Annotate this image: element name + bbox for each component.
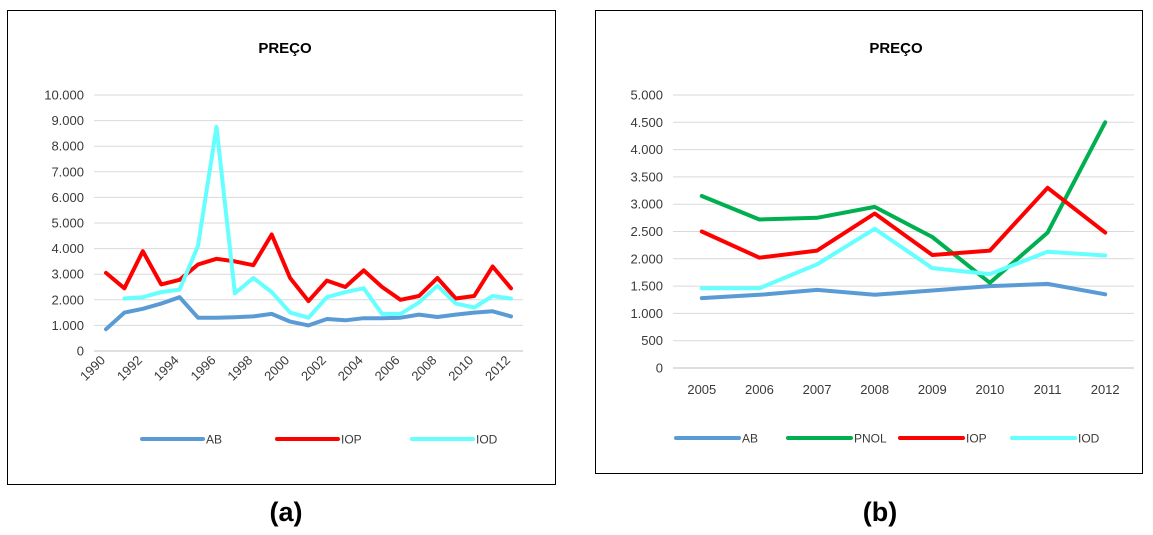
x-tick-label: 2008 — [408, 353, 439, 384]
y-tick-label: 1.000 — [630, 306, 663, 321]
y-tick-label: 1.500 — [630, 279, 663, 294]
chart-title: PREÇO — [869, 40, 923, 57]
legend: AB IOP IOD — [140, 433, 498, 447]
y-tick-label: 2.500 — [630, 224, 663, 239]
legend-label-pnol: PNOL — [854, 432, 887, 446]
legend-label-iop: IOP — [966, 432, 987, 446]
x-tick-label: 2008 — [860, 382, 889, 397]
series-line-iod — [122, 125, 513, 320]
x-tick-label: 1994 — [151, 353, 182, 384]
x-tick-label: 2009 — [918, 382, 947, 397]
x-tick-label: 2010 — [445, 353, 476, 384]
y-tick-label: 2.000 — [630, 251, 663, 266]
y-tick-label: 3.500 — [630, 169, 663, 184]
y-tick-label: 0 — [656, 361, 663, 376]
chart-a-svg: PREÇO 0 1.000 2.000 3.000 4.000 5.000 6.000 7.00… — [44, 40, 523, 447]
series-line-iop — [699, 185, 1108, 260]
y-tick-label: 10.000 — [44, 88, 84, 103]
y-tick-label: 4.000 — [51, 241, 84, 256]
x-tick-label: 2002 — [298, 353, 329, 384]
series-line-pnol — [699, 120, 1108, 285]
y-tick-label: 4.000 — [630, 142, 663, 157]
y-tick-label: 8.000 — [51, 139, 84, 154]
x-tick-label: 2012 — [482, 353, 513, 384]
legend-label-iod: IOD — [476, 433, 498, 447]
caption-b: (b) — [862, 497, 898, 527]
series-line-ab — [699, 281, 1108, 301]
caption-a: (a) — [269, 497, 303, 527]
y-tick-label: 9.000 — [51, 113, 84, 128]
series-line-iop — [104, 232, 513, 304]
legend-label-iod: IOD — [1078, 432, 1100, 446]
chart-title: PREÇO — [258, 40, 312, 57]
x-tick-label: 2004 — [335, 353, 366, 384]
y-tick-label: 5.000 — [630, 88, 663, 103]
gridlines — [94, 94, 523, 352]
y-tick-label: 3.000 — [630, 197, 663, 212]
chart-b-svg: PREÇO 0 500 1.000 1.500 2.000 2.500 3.000 3.500 4… — [630, 40, 1134, 446]
legend: AB PNOL IOP IOD — [674, 432, 1100, 446]
y-tick-label: 1.000 — [51, 318, 84, 333]
x-tick-label: 1996 — [188, 353, 219, 384]
y-tick-label: 4.500 — [630, 115, 663, 130]
x-tick-label: 1998 — [224, 353, 255, 384]
x-tick-label: 2010 — [975, 382, 1004, 397]
x-tick-label: 2011 — [1034, 382, 1062, 397]
x-tick-label: 2012 — [1091, 382, 1120, 397]
legend-label-ab: AB — [742, 432, 758, 446]
y-tick-label: 6.000 — [51, 190, 84, 205]
series-line-iod — [699, 226, 1108, 291]
x-tick-label: 2005 — [687, 382, 716, 397]
y-tick-label: 7.000 — [51, 164, 84, 179]
y-tick-label: 500 — [641, 333, 663, 348]
y-tick-label: 0 — [77, 344, 84, 359]
legend-label-ab: AB — [206, 433, 222, 447]
x-tick-label: 2007 — [803, 382, 832, 397]
series-line-ab — [104, 295, 513, 332]
x-tick-label: 2006 — [745, 382, 774, 397]
x-tick-label: 2006 — [372, 353, 403, 384]
y-tick-label: 2.000 — [51, 292, 84, 307]
gridlines — [673, 94, 1134, 369]
y-tick-label: 5.000 — [51, 216, 84, 231]
chart-panel-a: PREÇO 0 1.000 2.000 3.000 4.000 5.000 6.000 7.00… — [7, 10, 556, 485]
x-tick-label: 2000 — [261, 353, 292, 384]
y-tick-label: 3.000 — [51, 267, 84, 282]
legend-label-iop: IOP — [341, 433, 362, 447]
x-tick-label: 1992 — [114, 353, 145, 384]
chart-panel-b: PREÇO 0 500 1.000 1.500 2.000 2.500 3.000 3.500 4… — [595, 10, 1143, 474]
